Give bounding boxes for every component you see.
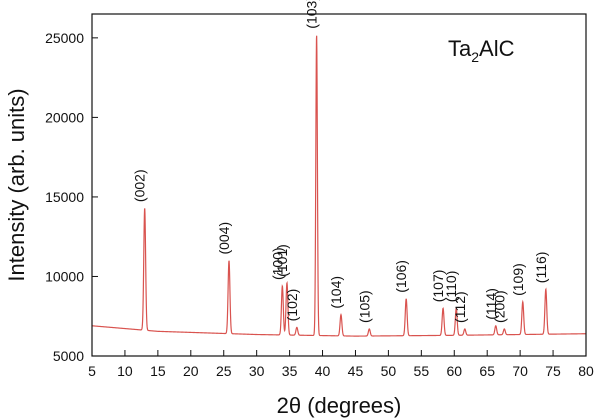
peak-label: (104) <box>328 276 344 309</box>
x-tick-label: 10 <box>117 363 133 379</box>
peak-label: (101) <box>274 244 290 277</box>
peak-label: (105) <box>356 290 372 323</box>
y-tick-label: 5000 <box>53 348 84 364</box>
peak-label: (002) <box>132 169 148 202</box>
x-tick-label: 35 <box>282 363 298 379</box>
x-tick-label: 20 <box>183 363 199 379</box>
peak-label: (100) <box>269 247 285 280</box>
x-tick-label: 5 <box>88 363 96 379</box>
x-axis-ticks: 5 10 15 20 25 30 35 40 45 50 55 60 65 70 75 80 <box>88 350 594 379</box>
peak-label: (112) <box>452 291 468 323</box>
plot-frame <box>91 13 587 357</box>
x-tick-label: 30 <box>249 363 265 379</box>
y-tick-label: 10000 <box>45 268 84 284</box>
peak-label: (004) <box>216 222 232 255</box>
x-tick-label: 65 <box>479 363 495 379</box>
x-tick-label: 45 <box>348 363 364 379</box>
y-tick-label: 20000 <box>45 109 84 125</box>
x-tick-label: 55 <box>414 363 430 379</box>
x-tick-label: 50 <box>381 363 397 379</box>
peak-label: (102) <box>284 289 300 322</box>
peak-label: (200) <box>491 290 507 323</box>
x-tick-label: 25 <box>216 363 232 379</box>
compound-main: Ta <box>448 36 472 61</box>
x-tick-label: 15 <box>150 363 166 379</box>
y-tick-label: 25000 <box>45 30 84 46</box>
x-tick-label: 60 <box>446 363 462 379</box>
y-axis-ticks: 5000 10000 15000 20000 25000 <box>45 30 98 364</box>
compound-label: Ta2AlC <box>448 36 515 65</box>
peak-label: (106) <box>393 260 409 293</box>
compound-tail: AlC <box>479 36 515 61</box>
x-tick-label: 40 <box>315 363 331 379</box>
x-tick-label: 75 <box>545 363 561 379</box>
compound-subscript: 2 <box>471 49 479 65</box>
peak-label: (110) <box>443 271 459 303</box>
peak-label: (107) <box>430 270 446 303</box>
peak-label: (109) <box>510 263 526 296</box>
xrd-pattern-line <box>91 35 586 337</box>
x-axis-title: 2θ (degrees) <box>277 393 402 418</box>
xrd-pattern-path <box>91 35 586 337</box>
y-axis-title: Intensity (arb. units) <box>4 88 29 281</box>
y-tick-label: 15000 <box>45 189 84 205</box>
x-tick-label: 80 <box>578 363 594 379</box>
x-tick-label: 70 <box>512 363 528 379</box>
peak-label: (116) <box>533 252 549 284</box>
peak-label: (114) <box>483 288 499 320</box>
